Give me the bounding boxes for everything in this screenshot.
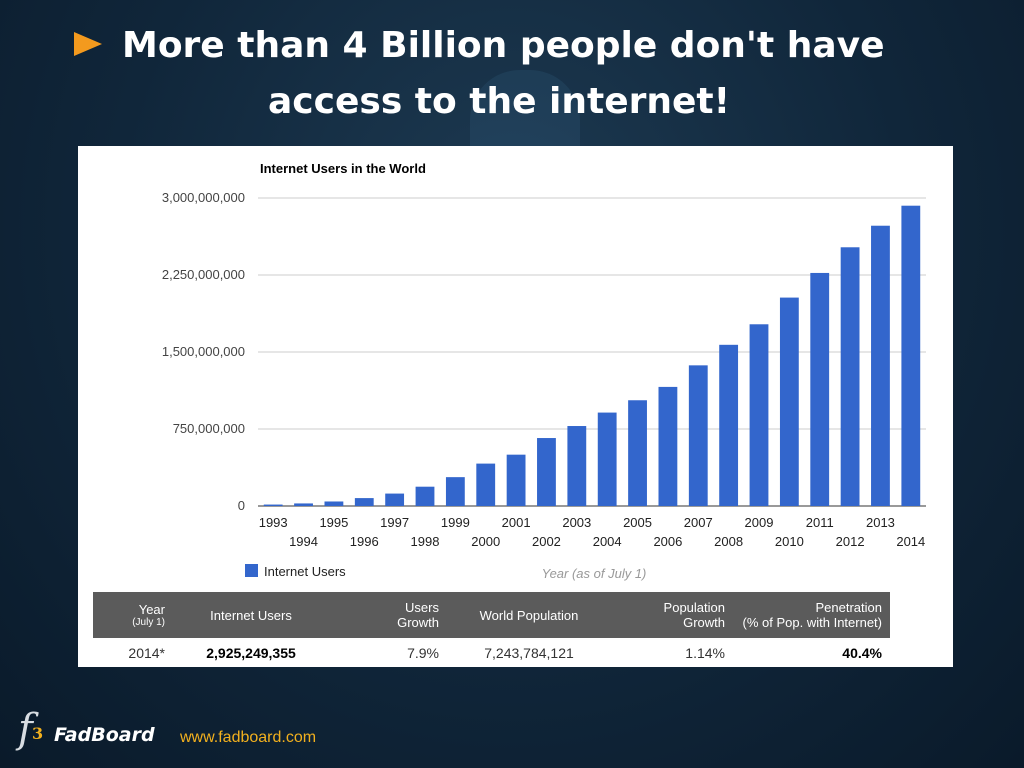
bar — [719, 344, 739, 506]
bar — [810, 272, 830, 506]
y-tick-label: 0 — [238, 498, 245, 513]
x-tick-label: 2008 — [714, 534, 743, 549]
x-tick-label: 1999 — [441, 515, 470, 530]
x-tick-label: 1998 — [411, 534, 440, 549]
x-tick-label: 2014 — [896, 534, 925, 549]
header-internet-users: Internet Users — [210, 607, 292, 623]
cell-penetration: 40.4% — [842, 645, 882, 661]
bar — [537, 438, 556, 506]
slide-title-line2: access to the internet! — [268, 81, 731, 122]
cell-population-growth: 1.14% — [685, 645, 725, 661]
chart-title: Internet Users in the World — [260, 161, 426, 176]
cell-world-population: 7,243,784,121 — [484, 645, 574, 661]
cell-users-growth: 7.9% — [407, 645, 439, 661]
table-header-row: Year (July 1) Internet Users Users Growt… — [93, 592, 890, 638]
bar — [506, 454, 526, 506]
legend-swatch — [245, 564, 258, 577]
bar — [294, 503, 313, 506]
x-tick-label: 2012 — [836, 534, 865, 549]
bar — [385, 493, 405, 506]
x-tick-label: 2005 — [623, 515, 652, 530]
bar — [901, 205, 921, 506]
brand-url[interactable]: www.fadboard.com — [180, 729, 317, 746]
stats-table: Year (July 1) Internet Users Users Growt… — [93, 592, 890, 668]
bar — [263, 504, 283, 506]
x-tick-label: 2011 — [806, 515, 834, 530]
bar — [779, 297, 799, 506]
bar — [749, 324, 769, 506]
header-population-growth: Population Growth — [663, 600, 725, 630]
bar — [597, 412, 617, 506]
chart-panel: Internet Users in the World 0 750,000,000 1… — [78, 146, 953, 667]
x-tick-label: 1996 — [350, 534, 379, 549]
bar — [688, 365, 708, 506]
x-tick-label: 1994 — [289, 534, 318, 549]
bar — [567, 426, 587, 506]
x-tick-label: 1997 — [380, 515, 409, 530]
x-tick-label: 2006 — [653, 534, 682, 549]
x-tick-label: 1993 — [259, 515, 288, 530]
header-year: Year (July 1) — [132, 602, 165, 628]
x-tick-label: 2003 — [562, 515, 591, 530]
x-tick-label: 1995 — [319, 515, 348, 530]
x-tick-label: 2002 — [532, 534, 561, 549]
header-penetration: Penetration (% of Pop. with Internet) — [742, 600, 882, 630]
cell-year: 2014* — [128, 645, 165, 661]
cell-internet-users: 2,925,249,355 — [206, 645, 296, 661]
bar-chart: Internet Users in the World 0 750,000,000 1… — [162, 161, 926, 581]
x-tick-label: 2013 — [866, 515, 895, 530]
header-users-growth: Users Growth — [397, 600, 439, 630]
brand-name: FadBoard — [54, 724, 155, 746]
x-tick-label: 2000 — [471, 534, 500, 549]
y-tick-label: 750,000,000 — [173, 421, 245, 436]
background-logo-watermark — [470, 70, 580, 160]
bar — [354, 498, 374, 506]
arrow-bullet-icon — [74, 32, 102, 56]
x-axis-label: Year (as of July 1) — [542, 566, 647, 581]
x-tick-label: 2007 — [684, 515, 713, 530]
bar — [628, 400, 647, 506]
slide-title-line1: More than 4 Billion people don't have — [122, 25, 885, 66]
table-row: 2014* 2,925,249,355 7.9% 7,243,784,121 1… — [93, 638, 890, 668]
y-tick-label: 3,000,000,000 — [162, 190, 245, 205]
bar — [840, 247, 860, 506]
bar — [658, 386, 678, 506]
header-world-population: World Population — [479, 607, 579, 623]
bar — [871, 225, 890, 506]
y-tick-label: 2,250,000,000 — [162, 267, 245, 282]
legend-label: Internet Users — [264, 564, 346, 579]
bar — [476, 463, 496, 506]
bar — [415, 486, 435, 506]
x-tick-label: 2004 — [593, 534, 622, 549]
x-tick-label: 2009 — [745, 515, 774, 530]
x-tick-label: 2010 — [775, 534, 804, 549]
bar — [445, 477, 465, 506]
bar — [324, 501, 344, 506]
y-tick-label: 1,500,000,000 — [162, 344, 245, 359]
x-tick-label: 2001 — [502, 515, 531, 530]
